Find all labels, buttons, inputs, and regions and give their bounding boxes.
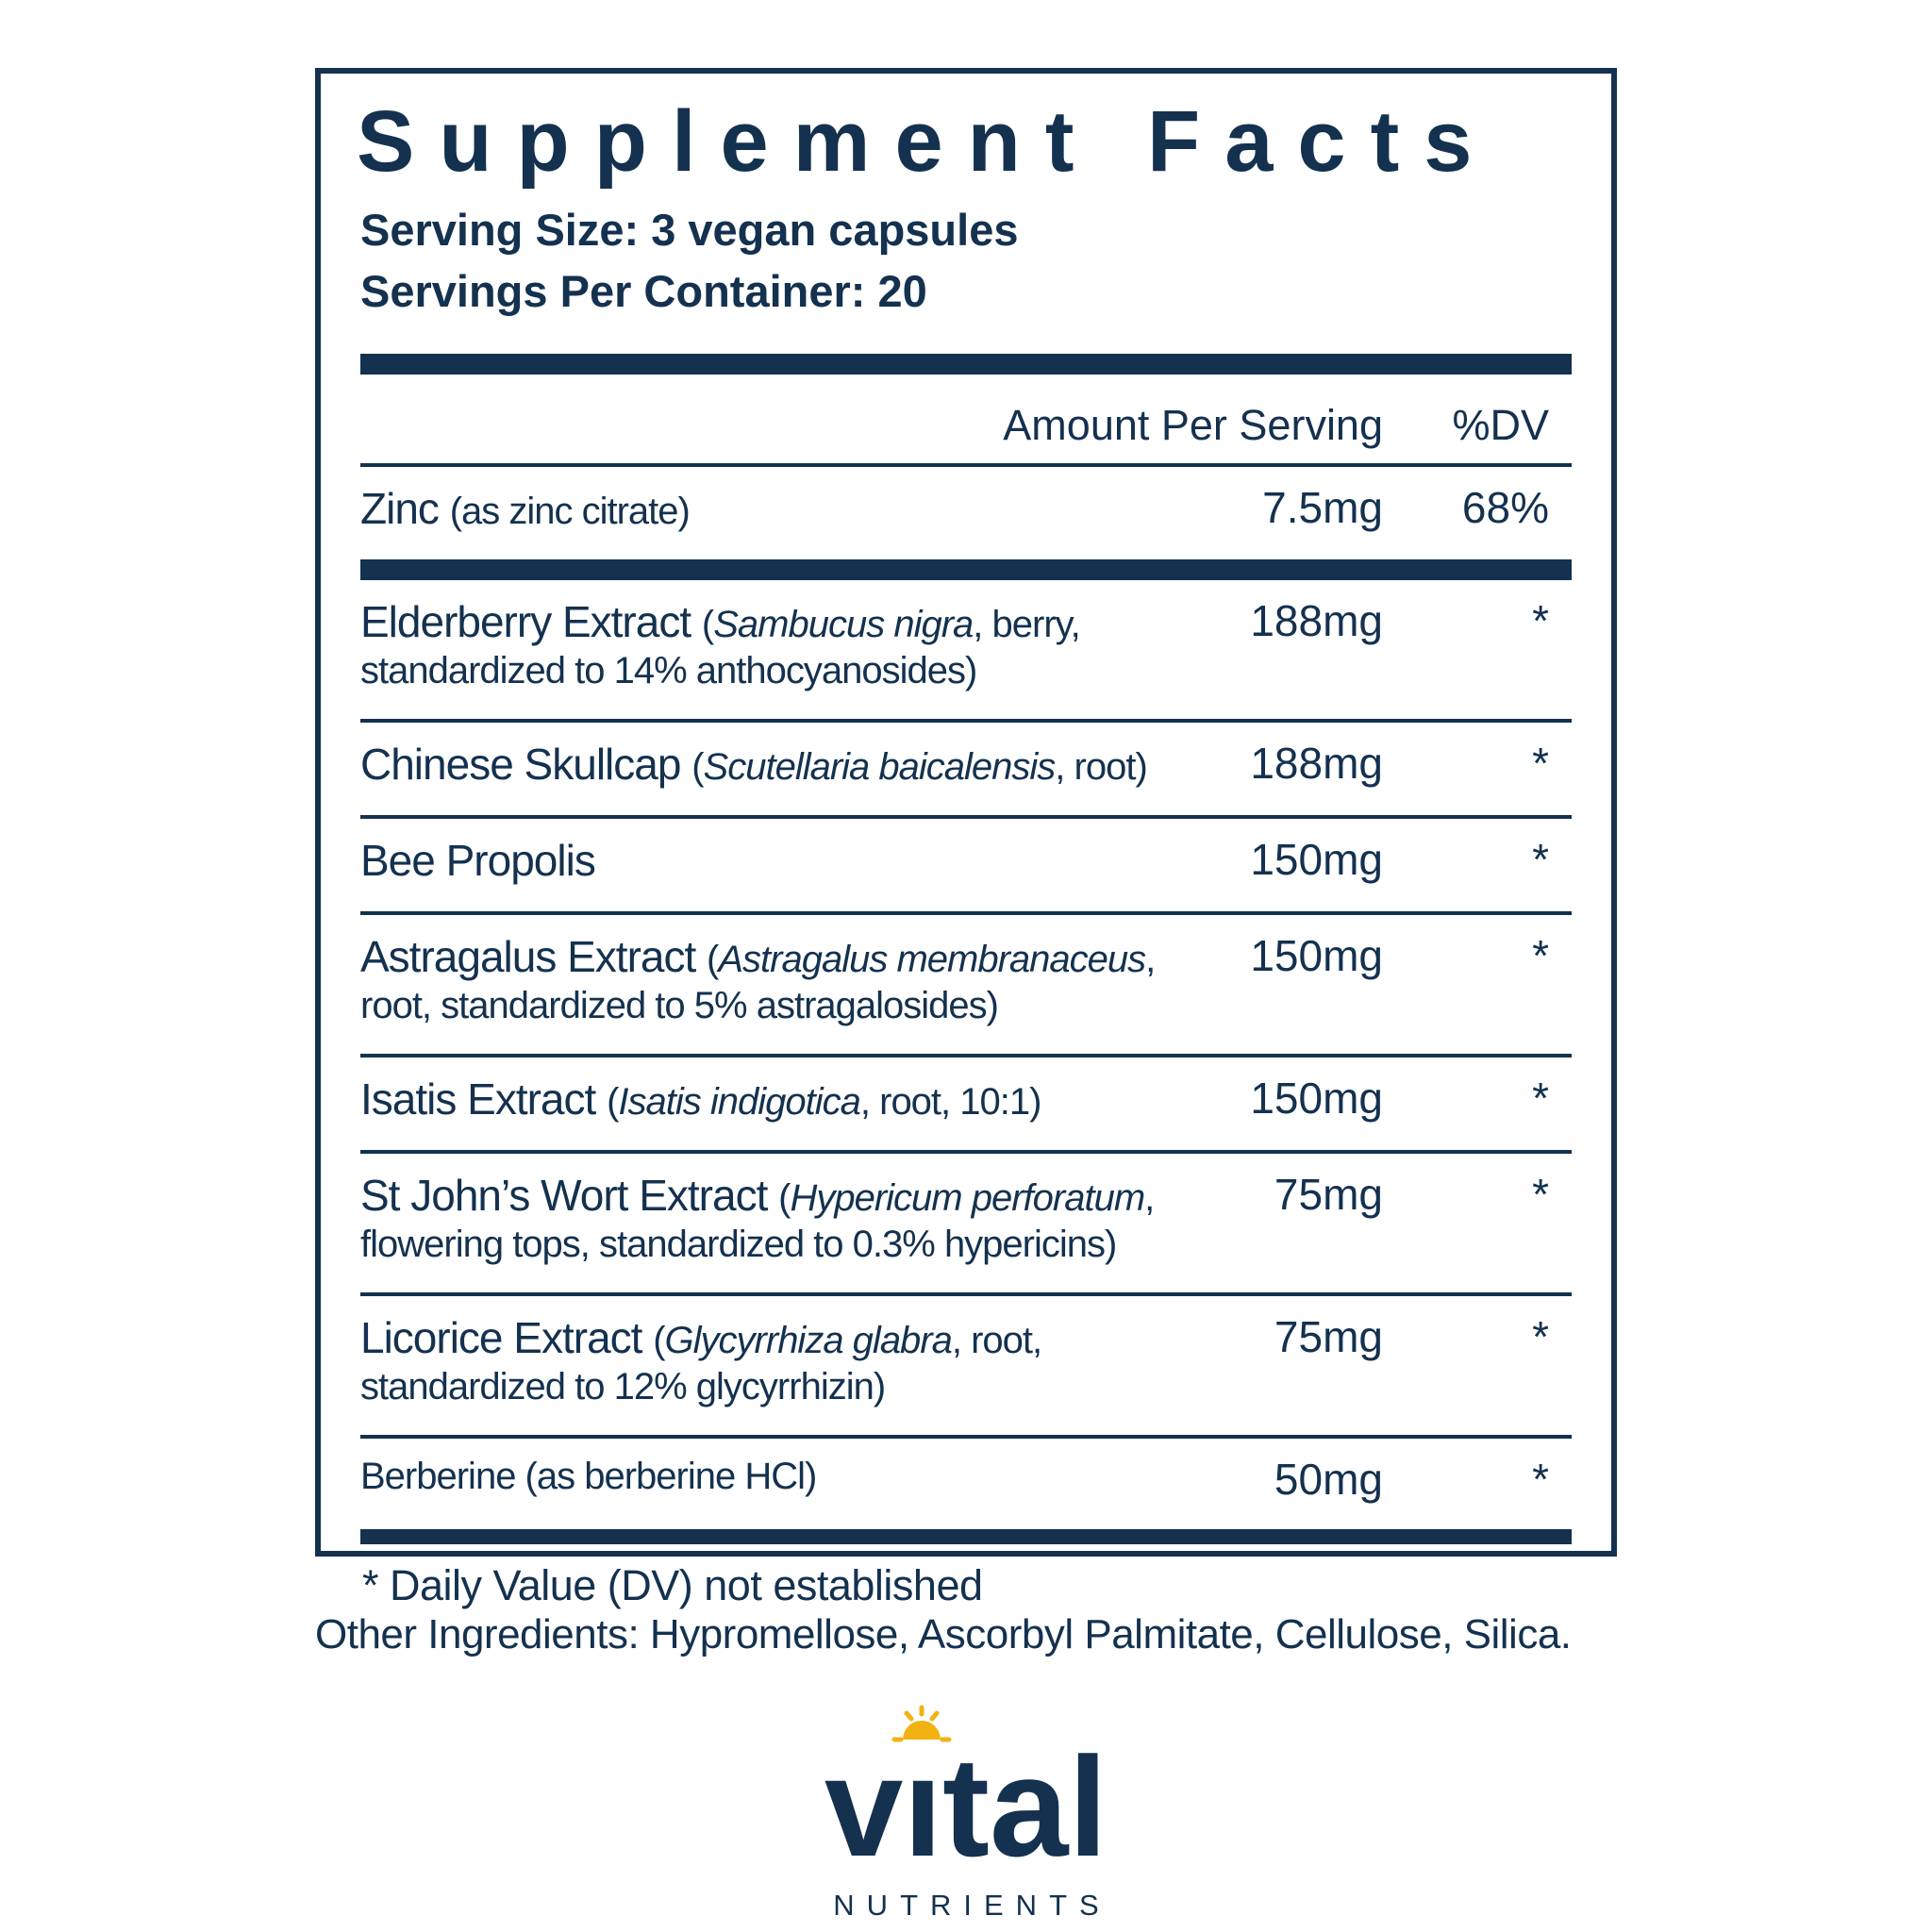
dv-cell: * — [1532, 1454, 1549, 1504]
supplement-facts-panel: Supplement Facts Serving Size: 3 vegan c… — [315, 68, 1617, 1609]
row-divider — [360, 814, 1572, 819]
brand-logo: vıtal NUTRIENTS — [0, 1705, 1932, 1923]
dv-cell: * — [1532, 595, 1549, 645]
table-row: Astragalus Extract (Astragalus membranac… — [360, 915, 1572, 1054]
divider-thin-header — [360, 462, 1572, 467]
amount-cell: 188mg — [1250, 738, 1383, 788]
dv-cell: * — [1532, 738, 1549, 788]
ingredient-name: Elderberry Extract (Sambucus nigra, berr… — [360, 596, 1081, 691]
ingredient-name: Astragalus Extract (Astragalus membranac… — [360, 932, 1156, 1027]
servings-per-container: Servings Per Container: 20 — [360, 265, 927, 316]
dv-cell: * — [1532, 931, 1549, 981]
table-row: Berberine (as berberine HCl) 50mg * — [360, 1439, 1572, 1529]
ingredient-name: Berberine (as berberine HCl) — [360, 1455, 817, 1497]
table-row: Zinc (as zinc citrate) 7.5mg 68% — [360, 467, 1572, 559]
ingredient-name: St John’s Wort Extract (Hypericum perfor… — [360, 1171, 1155, 1266]
table-row: Elderberry Extract (Sambucus nigra, berr… — [360, 580, 1572, 719]
amount-cell: 150mg — [1250, 834, 1383, 884]
row-divider — [360, 911, 1572, 916]
divider-thick-bottom — [360, 1528, 1572, 1544]
ingredient-name: Zinc (as zinc citrate) — [360, 483, 691, 533]
sun-icon — [891, 1705, 952, 1742]
brand-wordmark-text: vıtal — [824, 1727, 1108, 1886]
amount-cell: 75mg — [1274, 1170, 1383, 1220]
table-row: Chinese Skullcap (Scutellaria baicalensi… — [360, 723, 1572, 815]
divider-thick-top — [360, 353, 1572, 375]
dv-footnote: * Daily Value (DV) not established — [362, 1560, 983, 1609]
ingredient-name: Licorice Extract (Glycyrrhiza glabra, ro… — [360, 1312, 1042, 1408]
dv-cell: * — [1532, 1311, 1549, 1361]
serving-size: Serving Size: 3 vegan capsules — [360, 204, 1019, 255]
col-dv-header: %DV — [1452, 400, 1549, 449]
table-row: Isatis Extract (Isatis indigotica, root,… — [360, 1058, 1572, 1150]
amount-cell: 7.5mg — [1262, 482, 1383, 532]
row-divider — [360, 1291, 1572, 1296]
table-row: St John’s Wort Extract (Hypericum perfor… — [360, 1154, 1572, 1292]
table-header: Amount Per Serving %DV — [360, 375, 1572, 463]
other-ingredients: Other Ingredients: Hypromellose, Ascorby… — [315, 1611, 1572, 1657]
row-divider-thick — [360, 558, 1572, 580]
dv-cell: * — [1532, 1170, 1549, 1220]
dv-cell: 68% — [1461, 482, 1549, 532]
col-amount-header: Amount Per Serving — [1003, 400, 1383, 449]
brand-subtext: NUTRIENTS — [833, 1889, 1111, 1922]
dv-cell: * — [1532, 834, 1549, 884]
table-row: Licorice Extract (Glycyrrhiza glabra, ro… — [360, 1296, 1572, 1435]
amount-cell: 150mg — [1250, 931, 1383, 981]
panel-title: Supplement Facts — [357, 93, 1497, 190]
brand-wordmark: vıtal — [824, 1705, 1108, 1877]
ingredient-name: Chinese Skullcap (Scutellaria baicalensi… — [360, 739, 1148, 789]
row-divider — [360, 718, 1572, 723]
row-divider — [360, 1434, 1572, 1439]
amount-cell: 75mg — [1274, 1311, 1383, 1361]
table-row: Bee Propolis 150mg * — [360, 819, 1572, 911]
amount-cell: 150mg — [1250, 1073, 1383, 1123]
amount-cell: 50mg — [1274, 1454, 1383, 1504]
dv-cell: * — [1532, 1073, 1549, 1123]
amount-cell: 188mg — [1250, 595, 1383, 645]
ingredient-table: Zinc (as zinc citrate) 7.5mg 68% Elderberry… — [360, 467, 1572, 1529]
row-divider — [360, 1150, 1572, 1155]
row-divider — [360, 1053, 1572, 1058]
ingredient-name: Bee Propolis — [360, 835, 596, 885]
ingredient-name: Isatis Extract (Isatis indigotica, root,… — [360, 1074, 1041, 1124]
